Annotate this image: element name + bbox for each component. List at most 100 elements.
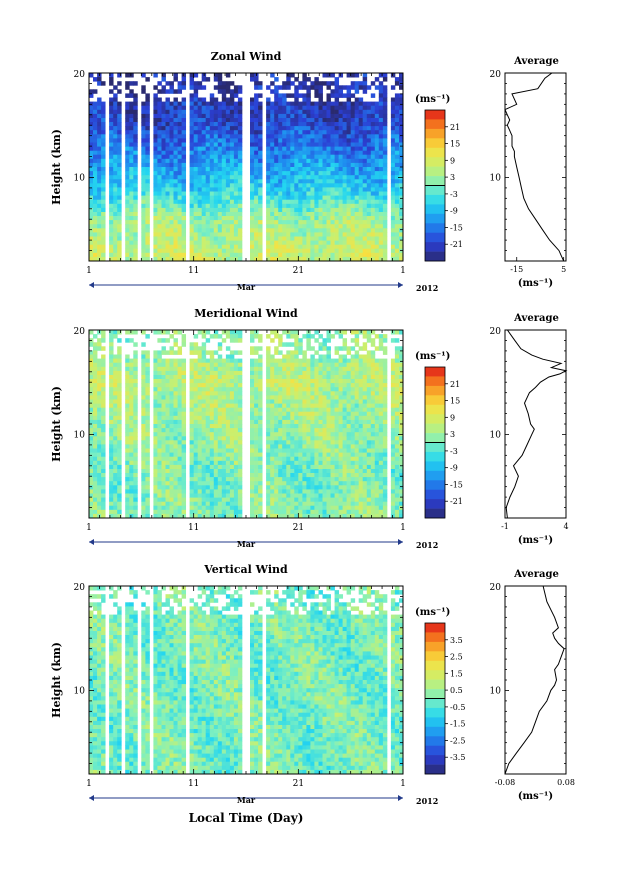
colorbar-unit: (ms⁻¹): [415, 94, 450, 105]
colorbar-band: [425, 470, 445, 481]
x-tick-label: 1: [400, 266, 406, 276]
colorbar-tick-label: 2.5: [450, 653, 463, 662]
y-tick-label: 20: [490, 327, 502, 337]
colorbar-band: [425, 147, 445, 158]
y-axis-label: Height (km): [50, 642, 63, 718]
time-bar-arrow-left: [89, 282, 94, 288]
y-tick-label: 10: [74, 430, 86, 440]
heatmap: [89, 330, 404, 519]
colorbar-tick-label: 3: [450, 173, 455, 182]
panel-title: Meridional Wind: [194, 307, 298, 320]
colorbar-band: [425, 736, 445, 747]
colorbar-band: [425, 414, 445, 424]
average-profile: Average 20 10 -1 4 (ms⁻¹): [490, 313, 569, 546]
colorbar-band: [425, 367, 445, 377]
colorbar-tick-label: -15: [450, 480, 463, 489]
y-tick-label: 20: [490, 583, 502, 593]
colorbar-tick-label: 0.5: [450, 686, 463, 695]
year-label: 2012: [416, 796, 438, 806]
colorbar-band: [425, 138, 445, 149]
colorbar-tick-label: 15: [450, 140, 460, 149]
time-bar-arrow-right: [398, 282, 403, 288]
colorbar-tick-label: -0.5: [450, 703, 465, 712]
x-tick-label: 1: [400, 779, 406, 789]
colorbar-band: [425, 679, 445, 690]
colorbar-band: [425, 204, 445, 215]
heatmap: [89, 586, 404, 775]
y-tick-label: 20: [490, 70, 502, 80]
time-bar-arrow-right: [398, 539, 403, 545]
colorbar-band: [425, 651, 445, 662]
colorbar-band: [425, 194, 445, 205]
colorbar-band: [425, 698, 445, 709]
x-tick-label: 11: [188, 266, 199, 276]
colorbar-band: [425, 157, 445, 167]
colorbar-band: [425, 632, 445, 643]
average-line: [504, 585, 565, 775]
average-frame: [504, 329, 567, 519]
average-frame: [504, 72, 567, 262]
average-title: Average: [513, 313, 559, 324]
avg-x-tick-label: 5: [561, 265, 566, 274]
average-profile: Average 20 10 -0.08 0.08 (ms⁻¹): [490, 569, 575, 802]
colorbar-band: [425, 119, 445, 130]
colorbar-band: [425, 128, 445, 139]
colorbar-band: [425, 508, 445, 519]
month-label: Mar: [237, 795, 256, 805]
colorbar-band: [425, 110, 445, 120]
average-title: Average: [513, 56, 559, 67]
colorbar-tick-label: 9: [450, 413, 455, 422]
colorbar-band: [425, 442, 445, 453]
colorbar-band: [425, 242, 445, 252]
average-line: [504, 72, 565, 262]
x-tick-label: 1: [400, 523, 406, 533]
colorbar-band: [425, 213, 445, 224]
colorbar-tick-label: -9: [450, 464, 458, 473]
colorbar-tick-label: 15: [450, 397, 460, 406]
colorbar-band: [425, 166, 445, 177]
colorbar-band: [425, 395, 445, 406]
panel-title: Vertical Wind: [203, 563, 288, 576]
average-profile: Average 20 10 -15 5 (ms⁻¹): [490, 56, 567, 289]
colorbar-tick-label: -21: [450, 497, 463, 506]
colorbar-band: [425, 251, 445, 262]
month-label: Mar: [237, 539, 256, 549]
panel-title: Zonal Wind: [211, 50, 282, 63]
average-line: [505, 329, 568, 519]
colorbar-tick-label: -1.5: [450, 720, 465, 729]
y-tick-label: 10: [74, 173, 86, 183]
avg-x-tick-label: -0.08: [495, 778, 516, 787]
colorbar-band: [425, 223, 445, 234]
colorbar-tick-label: -3: [450, 447, 458, 456]
y-tick-label: 10: [490, 686, 502, 696]
month-label: Mar: [237, 282, 256, 292]
year-label: 2012: [416, 540, 438, 550]
colorbar-band: [425, 185, 445, 196]
y-tick-label: 10: [490, 430, 502, 440]
x-tick-label: 21: [293, 779, 304, 789]
x-tick-label: 1: [86, 779, 92, 789]
year-label: 2012: [416, 283, 438, 293]
avg-unit-label: (ms⁻¹): [518, 535, 553, 546]
colorbar-band: [425, 433, 445, 443]
colorbar-band: [425, 176, 445, 186]
colorbar-tick-label: -21: [450, 240, 463, 249]
colorbar-tick-label: 21: [450, 380, 460, 389]
avg-x-tick-label: 0.08: [557, 778, 575, 787]
time-bar-arrow-left: [89, 795, 94, 801]
y-tick-label: 10: [74, 686, 86, 696]
colorbar-band: [425, 489, 445, 500]
colorbar-tick-label: -3.5: [450, 753, 465, 762]
colorbar-band: [425, 499, 445, 509]
avg-x-tick-label: -15: [510, 265, 523, 274]
colorbar-band: [425, 670, 445, 680]
colorbar-unit: (ms⁻¹): [415, 607, 450, 618]
colorbar-band: [425, 689, 445, 699]
colorbar-band: [425, 726, 445, 737]
heatmap: [89, 73, 404, 262]
colorbar-tick-label: -9: [450, 207, 458, 216]
colorbar-band: [425, 451, 445, 462]
